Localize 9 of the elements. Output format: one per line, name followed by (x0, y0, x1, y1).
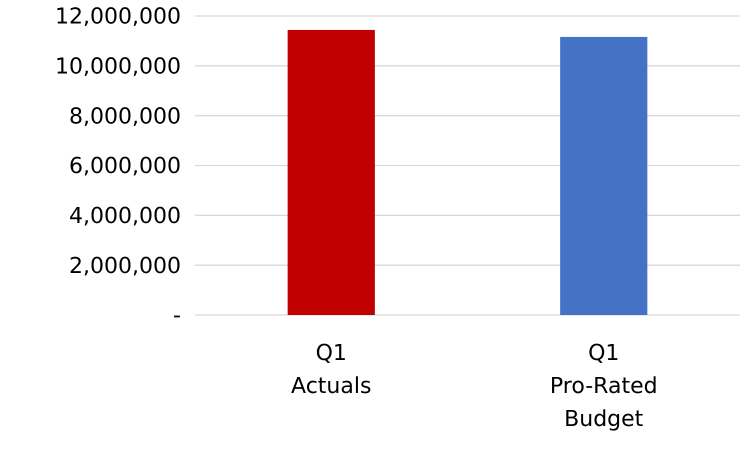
y-tick-label: - (173, 304, 181, 329)
x-tick-label: Q1 Pro-Rated Budget (550, 341, 658, 432)
y-tick-label: 6,000,000 (69, 154, 181, 180)
y-tick-label: 12,000,000 (55, 4, 181, 30)
y-tick-label: 10,000,000 (55, 54, 181, 80)
y-tick-label: 8,000,000 (69, 104, 181, 130)
x-tick-label: Q1 Actuals (291, 341, 372, 399)
y-tick-label: 4,000,000 (69, 204, 181, 230)
y-tick-label: 2,000,000 (69, 254, 181, 279)
